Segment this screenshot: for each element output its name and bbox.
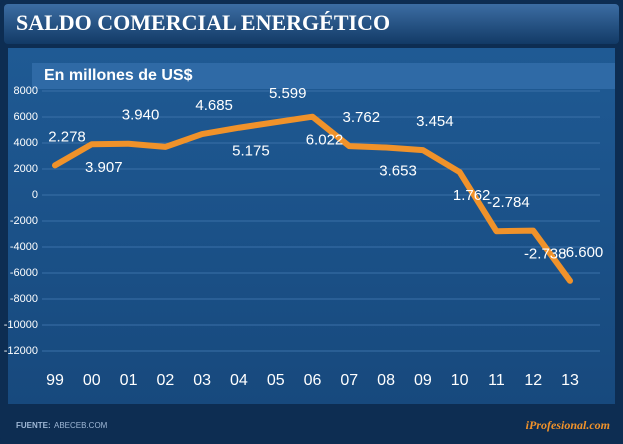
x-tick-label: 12 bbox=[524, 372, 542, 389]
plot-area bbox=[8, 48, 615, 404]
y-tick-label: 4000 bbox=[14, 137, 38, 149]
brand: iProfesional.com bbox=[526, 418, 610, 432]
x-tick-label: 02 bbox=[156, 372, 174, 389]
subtitle: En millones de US$ bbox=[44, 67, 193, 84]
y-tick-label: -8000 bbox=[10, 293, 38, 305]
x-tick-label: 06 bbox=[304, 372, 322, 389]
value-label: -6.600 bbox=[561, 244, 604, 261]
x-tick-label: 07 bbox=[340, 372, 358, 389]
value-label: 5.599 bbox=[269, 85, 307, 102]
y-tick-label: 2000 bbox=[14, 163, 38, 175]
x-tick-label: 99 bbox=[46, 372, 64, 389]
y-tick-label: 6000 bbox=[14, 111, 38, 123]
y-tick-label: -2000 bbox=[10, 215, 38, 227]
value-label: 3.454 bbox=[416, 113, 454, 130]
y-tick-label: 8000 bbox=[14, 85, 38, 97]
x-tick-label: 04 bbox=[230, 372, 248, 389]
value-label: 4.685 bbox=[195, 97, 233, 114]
title-bar bbox=[4, 4, 619, 44]
x-tick-label: 13 bbox=[561, 372, 579, 389]
subtitle-bar bbox=[32, 63, 615, 89]
y-tick-label: -4000 bbox=[10, 241, 38, 253]
data-line bbox=[52, 113, 573, 284]
value-label: 6.022 bbox=[306, 132, 344, 149]
y-tick-label: -10000 bbox=[4, 319, 38, 331]
value-label: -2.738 bbox=[524, 246, 567, 263]
value-label: 3.653 bbox=[379, 162, 417, 179]
x-tick-label: 08 bbox=[377, 372, 395, 389]
x-tick-label: 00 bbox=[83, 372, 101, 389]
x-tick-label: 09 bbox=[414, 372, 432, 389]
x-tick-label: 05 bbox=[267, 372, 285, 389]
x-tick-label: 01 bbox=[120, 372, 138, 389]
value-label: 2.278 bbox=[48, 128, 86, 145]
value-label: 3.907 bbox=[85, 159, 123, 176]
chart-title: SALDO COMERCIAL ENERGÉTICO bbox=[16, 10, 390, 35]
source: ABECEB.COM bbox=[54, 421, 108, 430]
value-label: 5.175 bbox=[232, 143, 270, 160]
y-tick-label: 0 bbox=[32, 189, 38, 201]
x-tick-label: 10 bbox=[451, 372, 469, 389]
x-tick-label: 03 bbox=[193, 372, 211, 389]
value-label: 3.762 bbox=[343, 109, 381, 126]
value-label: 1.762 bbox=[453, 187, 491, 204]
y-tick-label: -12000 bbox=[4, 345, 38, 357]
value-label: 3.940 bbox=[122, 107, 160, 124]
value-label: -2.784 bbox=[487, 194, 530, 211]
y-tick-label: -6000 bbox=[10, 267, 38, 279]
source-label: FUENTE: bbox=[16, 421, 51, 430]
x-tick-label: 11 bbox=[488, 372, 505, 389]
